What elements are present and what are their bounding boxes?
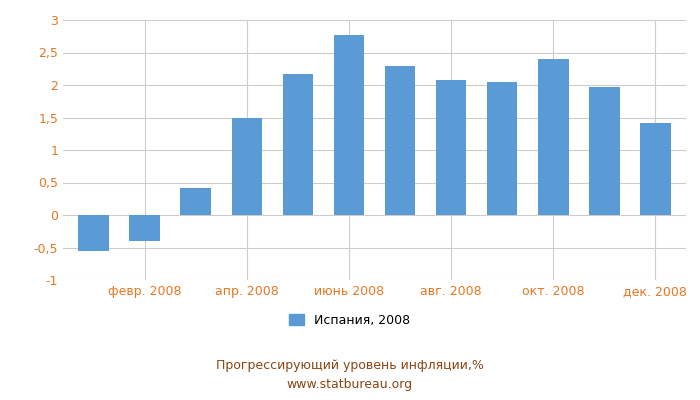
- Bar: [486, 82, 517, 215]
- Bar: [538, 59, 568, 215]
- Text: Прогрессирующий уровень инфляции,%: Прогрессирующий уровень инфляции,%: [216, 360, 484, 372]
- Bar: [640, 123, 671, 215]
- Bar: [283, 74, 313, 215]
- Bar: [385, 66, 415, 215]
- Text: www.statbureau.org: www.statbureau.org: [287, 378, 413, 391]
- Bar: [181, 188, 211, 215]
- Bar: [589, 87, 620, 215]
- Bar: [78, 215, 109, 251]
- Legend: Испания, 2008: Испания, 2008: [284, 309, 416, 332]
- Bar: [334, 35, 364, 215]
- Bar: [232, 118, 262, 215]
- Bar: [130, 215, 160, 241]
- Bar: [436, 80, 466, 215]
